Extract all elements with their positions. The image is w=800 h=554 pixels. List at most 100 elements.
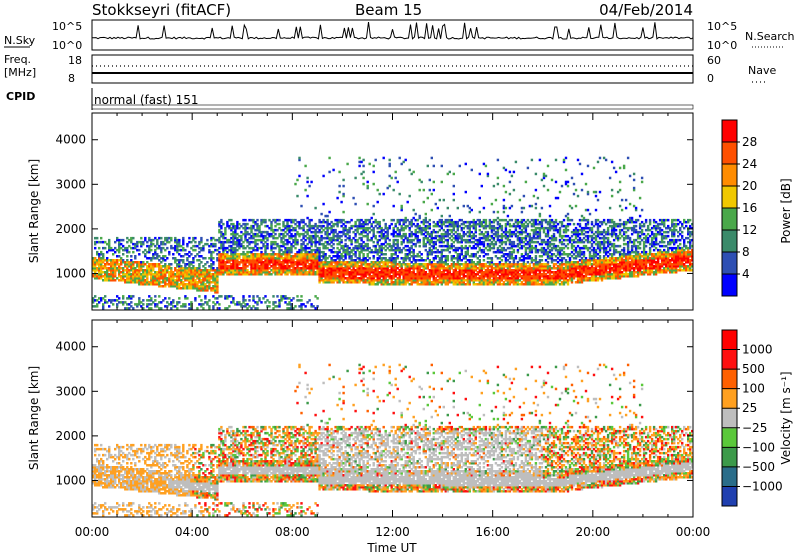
power-cell [214, 277, 217, 280]
power-cell [168, 283, 171, 286]
power-cell [158, 265, 161, 268]
power-cell [110, 299, 113, 302]
power-cell [184, 263, 187, 266]
power-cell [94, 267, 97, 270]
power-cell [358, 156, 361, 160]
power-cell [170, 246, 173, 250]
power-cell [208, 299, 211, 302]
power-cell [176, 263, 179, 266]
power-cell [140, 244, 143, 248]
power-cell [148, 263, 151, 266]
power-cell [464, 190, 467, 194]
power-cell [146, 303, 149, 306]
power-cell [200, 283, 203, 286]
power-cell [118, 275, 121, 278]
power-cell [510, 174, 514, 178]
power-cell [434, 202, 437, 206]
power-cell [154, 273, 157, 276]
power-cell [106, 275, 109, 278]
power-cell [204, 263, 207, 266]
power-cell [366, 184, 369, 188]
power-cell [142, 242, 145, 246]
power-cell [122, 303, 125, 306]
power-cell [106, 267, 109, 270]
power-cell [106, 279, 109, 282]
power-cell [340, 238, 343, 242]
power-cell [154, 265, 157, 268]
power-cell [152, 273, 155, 276]
power-cell [202, 307, 205, 310]
power-cell [166, 240, 169, 244]
power-cell [134, 255, 137, 258]
power-cell [94, 273, 97, 276]
power-cell [188, 287, 191, 290]
power-cell [168, 253, 171, 256]
power-cell [372, 204, 375, 208]
power-cell [540, 246, 544, 250]
power-cell [362, 234, 365, 238]
power-cell [222, 222, 225, 226]
power-cell [98, 261, 101, 264]
power-cell [420, 263, 423, 266]
power-cell [152, 275, 155, 278]
power-cell [208, 271, 211, 274]
power-cell [104, 271, 107, 274]
power-cell [208, 287, 211, 290]
power-cell [150, 283, 153, 286]
power-cell [200, 273, 203, 276]
power-cell [158, 246, 161, 250]
power-cell [144, 271, 147, 274]
power-cell [110, 271, 113, 274]
power-cell [170, 236, 173, 240]
power-cell [180, 281, 183, 284]
power-cell [206, 281, 209, 284]
power-cell [220, 295, 223, 298]
power-cell [300, 267, 303, 270]
power-cell [96, 303, 99, 306]
power-cell [400, 204, 403, 208]
power-cell [148, 244, 151, 248]
power-cell [156, 281, 159, 284]
power-cell [156, 253, 159, 256]
power-cell [404, 232, 407, 236]
power-cell [480, 240, 483, 244]
power-cell [210, 263, 213, 266]
power-cell [192, 265, 195, 268]
power-cell [188, 283, 191, 286]
power-cell [182, 269, 185, 272]
power-cell [148, 246, 151, 250]
power-cell [178, 261, 181, 264]
power-cell [118, 240, 121, 244]
power-cell [212, 236, 215, 240]
power-cell [130, 295, 133, 298]
power-cell [212, 275, 215, 278]
power-cell [136, 269, 139, 272]
power-cell [248, 299, 251, 302]
power-cell [192, 285, 195, 288]
power-cell [184, 279, 187, 282]
power-cell [126, 236, 129, 240]
power-cell [440, 214, 443, 218]
power-cell [194, 236, 197, 240]
power-cell [260, 301, 263, 304]
power-cell [98, 297, 101, 300]
power-cell [210, 236, 213, 240]
power-cell [442, 198, 445, 202]
power-cell [204, 279, 207, 282]
power-cell [128, 261, 131, 264]
power-cell [94, 263, 97, 266]
freq-label-1: Freq. [4, 53, 31, 66]
power-cell [150, 263, 153, 266]
power-cell [232, 297, 235, 300]
power-cell [136, 271, 139, 274]
power-cell [216, 281, 219, 284]
power-cell [162, 279, 165, 282]
power-cell [206, 285, 209, 288]
power-cell [328, 156, 331, 160]
power-cell [514, 160, 518, 164]
power-cell [526, 166, 530, 170]
power-cell [92, 259, 95, 262]
power-cell [104, 263, 107, 266]
power-cell [344, 224, 347, 228]
power-cell [190, 285, 193, 288]
